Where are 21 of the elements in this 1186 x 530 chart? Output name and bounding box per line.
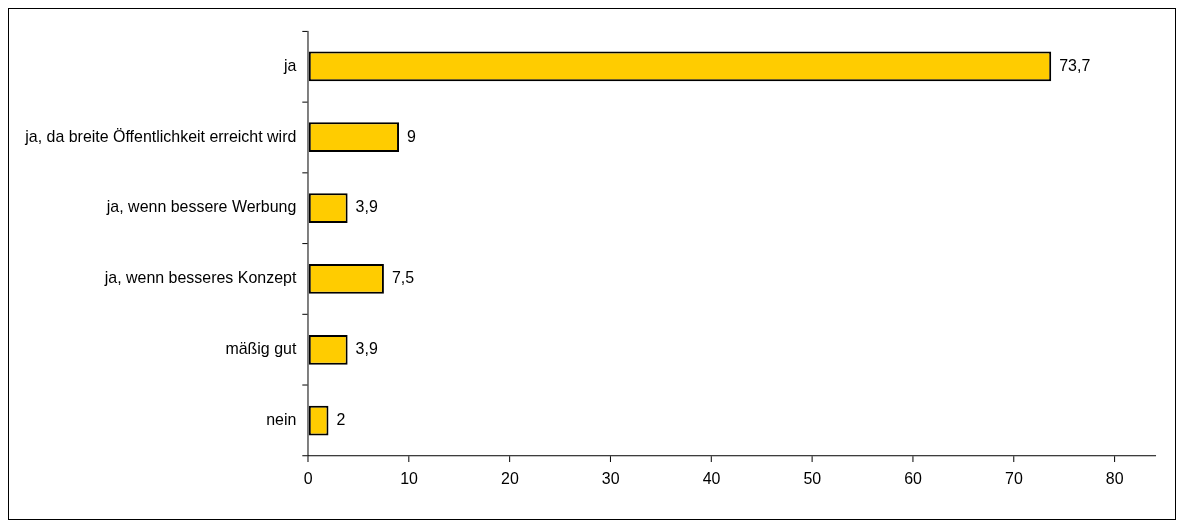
y-tick-label: ja	[282, 56, 297, 74]
x-tick-label: 60	[904, 469, 923, 487]
x-tick-label: 70	[1005, 469, 1023, 487]
data-label: 9	[407, 127, 417, 145]
y-tick-label: ja, wenn besseres Konzept	[103, 269, 297, 287]
x-tick-label: 30	[601, 469, 620, 487]
data-label: 3,9	[355, 198, 378, 216]
x-tick-label: 40	[702, 469, 721, 487]
x-tick-label: 80	[1105, 469, 1124, 487]
x-tick-label: 10	[400, 469, 419, 487]
x-tick-label: 50	[803, 469, 822, 487]
data-label: 73,7	[1059, 56, 1091, 74]
x-tick-label: 0	[303, 469, 313, 487]
y-tick-label: ja, da breite Öffentlichkeit erreicht wird	[24, 127, 297, 145]
data-label: 2	[336, 411, 346, 428]
x-tick-label: 20	[501, 469, 519, 487]
y-tick-label: ja, wenn bessere Werbung	[105, 198, 297, 216]
y-tick-label: mäßig gut	[225, 340, 297, 358]
data-label: 3,9	[355, 340, 378, 358]
y-tick-label: nein	[266, 411, 297, 428]
data-label: 7,5	[391, 269, 415, 287]
